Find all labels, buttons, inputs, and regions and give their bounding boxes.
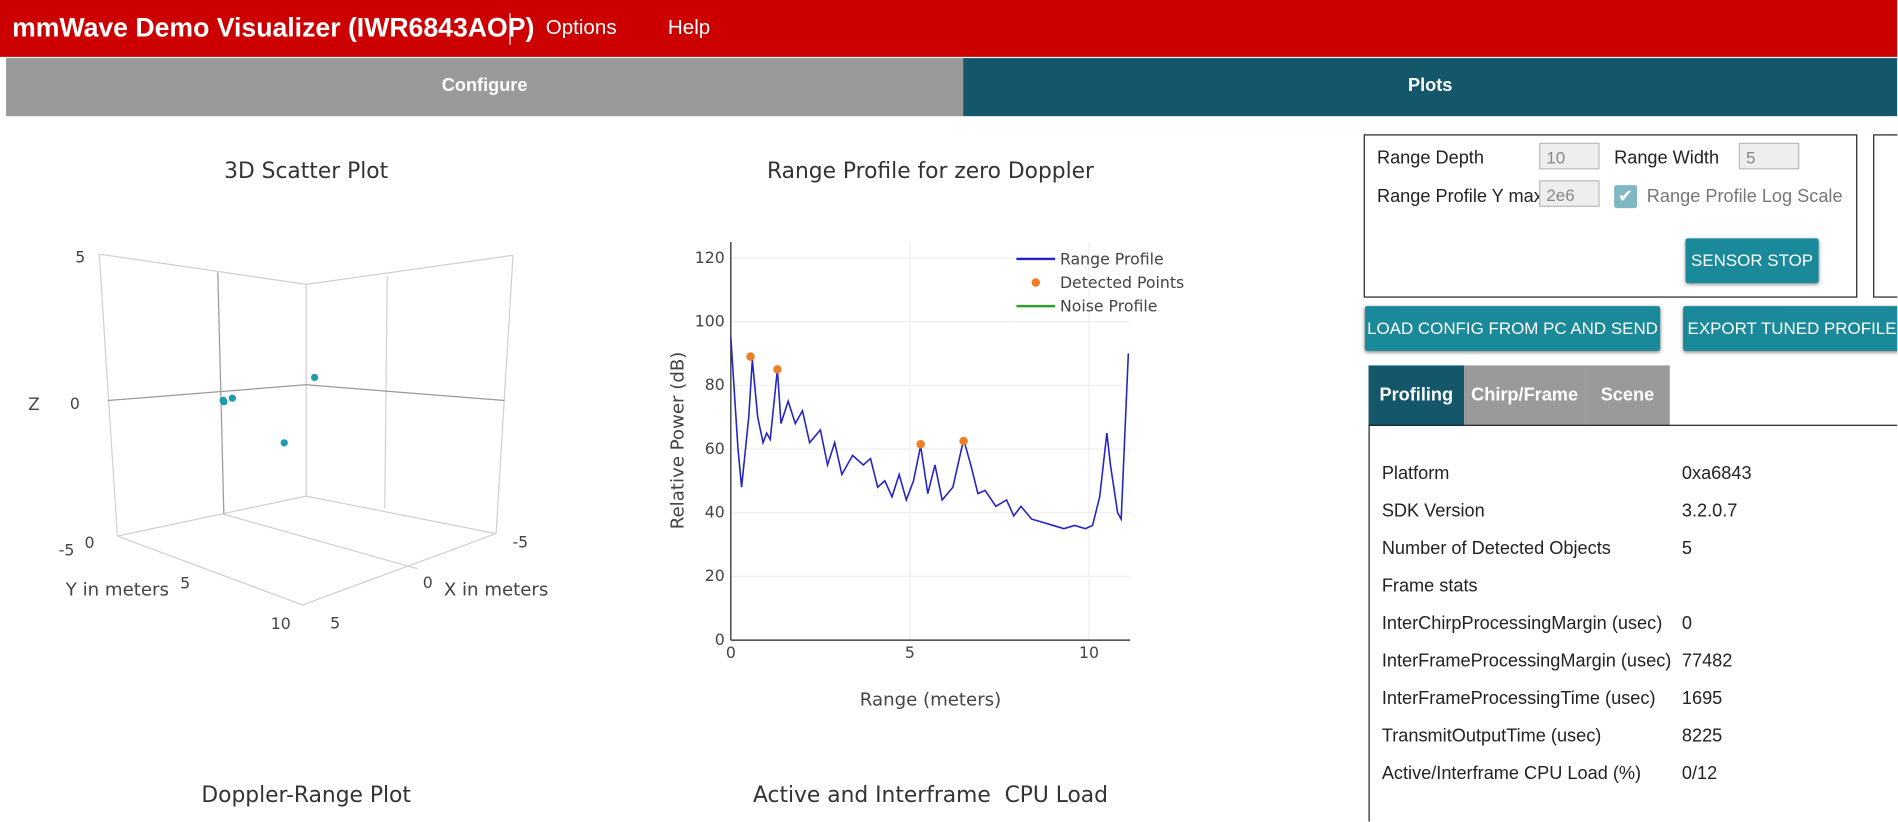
info-tab[interactable]: Chirp/Frame [1464, 365, 1586, 426]
header [0, 0, 1898, 57]
info-value: 0xa6843 [1681, 463, 1752, 484]
info-tab-active[interactable]: Profiling [1368, 365, 1465, 426]
axis-label: X in meters [444, 579, 549, 600]
zero-line [107, 384, 505, 402]
box-edge [117, 495, 497, 537]
plot-title: Doppler-Range Plot [201, 783, 411, 808]
plot-title: Range Profile for zero Doppler [767, 159, 1094, 184]
x-tick-label: 0 [726, 643, 736, 662]
label: Range Profile Y max [1376, 186, 1543, 207]
legend-swatch [1031, 278, 1040, 287]
info-label: InterFrameProcessingTime (usec) [1381, 688, 1656, 710]
x-tick-label: 5 [905, 643, 915, 662]
legend-label: Detected Points [1060, 273, 1184, 292]
axis-label: Y in meters [65, 579, 169, 600]
info-value: 8225 [1681, 726, 1723, 747]
y-tick-label: 40 [705, 503, 725, 522]
point [746, 352, 755, 361]
y-tick-label: 60 [705, 439, 725, 458]
menu-item[interactable]: Options [545, 15, 617, 39]
divider [509, 13, 511, 45]
info-value: 3.2.0.7 [1681, 500, 1738, 522]
info-label: TransmitOutputTime (usec) [1381, 726, 1602, 747]
z-tick-label: 0 [70, 394, 80, 413]
z-tick-label: -5 [59, 540, 75, 559]
info-value: 77482 [1681, 650, 1733, 672]
info-value: 1695 [1681, 688, 1723, 710]
line [730, 337, 1130, 530]
tab-active[interactable]: Plots [963, 58, 1898, 117]
plot-title: 3D Scatter Plot [224, 159, 388, 184]
settings-box [1873, 134, 1898, 298]
info-label: InterFrameProcessingMargin (usec) [1381, 650, 1672, 672]
plots: 3D Scatter Plot Range Profile for zero D… [28, 159, 1184, 808]
info-label: Active/Interframe CPU Load (%) [1381, 763, 1642, 785]
axis-label: Z [28, 394, 40, 414]
legend-label: Range Profile [1060, 249, 1164, 268]
info-value: 5 [1681, 538, 1692, 560]
button[interactable]: EXPORT TUNED PROFILE [1683, 306, 1898, 351]
y-tick-label: 100 [695, 311, 725, 330]
app-title: mmWave Demo Visualizer (IWR6843AOP) [12, 12, 535, 43]
y-tick-label: 10 [271, 614, 291, 633]
label: Range Profile Log Scale [1646, 186, 1843, 207]
input[interactable]: 2e6 [1539, 180, 1600, 207]
x-tick-label: 0 [423, 573, 433, 592]
x-tick-label: 5 [330, 614, 340, 633]
point [228, 394, 237, 402]
y-tick-label: 120 [695, 248, 725, 267]
menu-item[interactable]: Help [667, 15, 711, 39]
info-label: InterChirpProcessingMargin (usec) [1381, 613, 1663, 635]
zero-planes [107, 272, 505, 515]
x-tick-label: 10 [1079, 643, 1099, 662]
info-value: 0/12 [1681, 763, 1718, 785]
zero-line [217, 272, 225, 515]
input[interactable]: 5 [1738, 142, 1800, 170]
point [280, 439, 288, 447]
box-edge [117, 533, 497, 606]
info-tab[interactable]: Scene [1585, 365, 1670, 426]
axis-label: Range (meters) [860, 689, 1001, 710]
wireframe [98, 253, 514, 606]
z-tick-label: 5 [75, 248, 85, 267]
y-tick-label: 20 [705, 566, 725, 585]
checkbox[interactable]: ✔ [1614, 185, 1638, 209]
y-tick-label: 0 [715, 630, 725, 649]
point [219, 396, 227, 404]
point [773, 365, 782, 374]
legend-label: Noise Profile [1060, 297, 1157, 316]
plot-title: Active and Interframe CPU Load [753, 783, 1108, 808]
info-label: Platform [1381, 463, 1450, 484]
info-value: 0 [1681, 613, 1692, 635]
box-edge [384, 275, 388, 509]
axis-label: Relative Power (dB) [668, 352, 689, 530]
button[interactable]: LOAD CONFIG FROM PC AND SEND [1364, 306, 1661, 351]
input[interactable]: 10 [1539, 142, 1600, 170]
box-edge [98, 254, 118, 537]
box-edge [99, 253, 514, 285]
y-tick-label: 0 [85, 533, 95, 552]
label: Range Depth [1376, 147, 1484, 169]
point [916, 439, 925, 449]
border [1368, 424, 1370, 822]
x-tick-label: -5 [512, 533, 528, 552]
point [310, 373, 319, 382]
y-tick-label: 80 [705, 375, 725, 394]
settings-box [1363, 134, 1858, 298]
button[interactable]: SENSOR STOP [1685, 238, 1819, 284]
info-label: Number of Detected Objects [1381, 538, 1611, 560]
box-edge [223, 513, 418, 570]
y-tick-label: 5 [180, 574, 190, 593]
label: Range Width [1614, 147, 1720, 169]
border [1368, 424, 1898, 426]
box-edge [495, 255, 514, 534]
info-label: Frame stats [1381, 575, 1478, 597]
info-label: SDK Version [1381, 500, 1485, 522]
point [959, 436, 968, 446]
tab[interactable]: Configure [6, 58, 964, 117]
